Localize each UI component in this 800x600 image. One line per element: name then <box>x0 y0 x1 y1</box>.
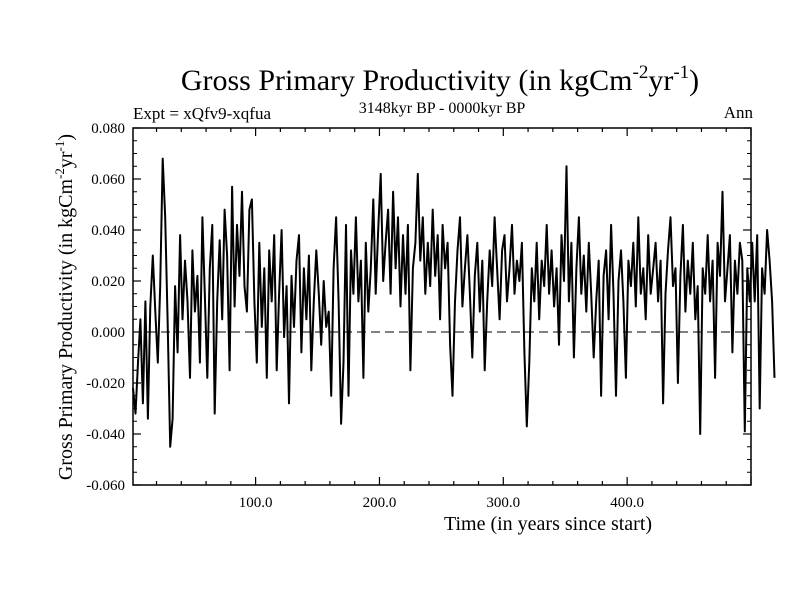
chart-title: Gross Primary Productivity (in kgCm-2yr-… <box>181 62 699 97</box>
y-tick-label: -0.040 <box>86 427 125 443</box>
ylabel-mid: yr <box>55 151 77 168</box>
y-axis-ticks: -0.060 -0.040 -0.020 0.000 0.020 0.040 0.060 0.… <box>86 121 751 494</box>
title-mid: yr <box>648 64 673 97</box>
plot-frame <box>132 127 752 486</box>
y-tick-label: 0.000 <box>91 325 125 341</box>
y-tick-label: -0.060 <box>86 478 125 494</box>
title-end: ) <box>689 64 699 97</box>
x-tick-label: 200.0 <box>363 495 397 511</box>
data-series-line <box>132 157 776 448</box>
title-sup2: -1 <box>673 62 689 83</box>
x-tick-label: 400.0 <box>610 495 644 511</box>
title-sup1: -2 <box>633 62 649 83</box>
x-axis-ticks: 100.0 200.0 300.0 400.0 <box>155 128 752 511</box>
ylabel-end: ) <box>55 134 77 141</box>
x-tick-label: 300.0 <box>486 495 520 511</box>
period-label: 3148kyr BP - 0000kyr BP <box>359 100 526 117</box>
ylabel-main: Gross Primary Productivity (in kgCm <box>55 179 77 481</box>
experiment-label: Expt = xQfv9-xqfua <box>133 104 271 123</box>
y-tick-label: 0.080 <box>91 121 125 137</box>
title-main: Gross Primary Productivity (in kgCm <box>181 64 633 97</box>
y-tick-label: 0.060 <box>91 172 125 188</box>
y-tick-label: 0.040 <box>91 223 125 239</box>
season-label: Ann <box>724 103 754 122</box>
x-tick-label: 100.0 <box>239 495 273 511</box>
ylabel-sup2: -1 <box>52 141 67 152</box>
y-tick-label: 0.020 <box>91 274 125 290</box>
x-axis-label: Time (in years since start) <box>444 513 652 535</box>
y-tick-label: -0.020 <box>86 376 125 392</box>
y-axis-label: Gross Primary Productivity (in kgCm-2yr-… <box>52 134 77 480</box>
ylabel-sup1: -2 <box>52 168 67 179</box>
